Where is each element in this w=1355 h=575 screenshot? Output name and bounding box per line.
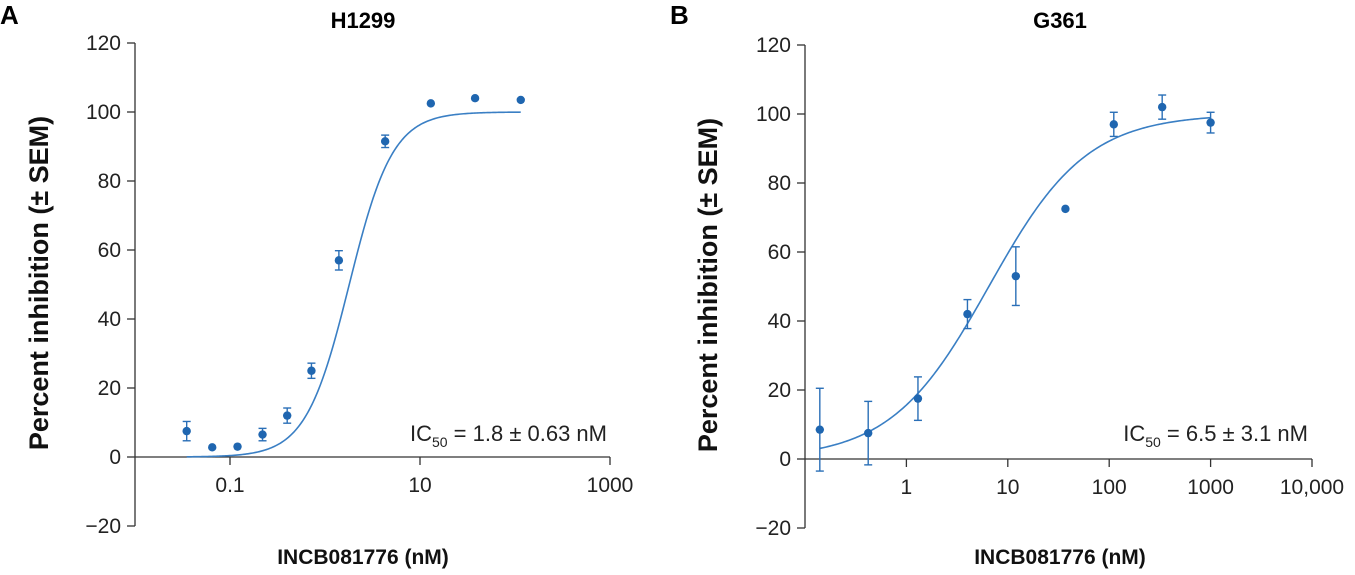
data-point bbox=[963, 309, 972, 319]
y-axis-title-b: Percent inhibition (± SEM) bbox=[693, 118, 723, 452]
ic50-subscript: 50 bbox=[432, 434, 448, 450]
panel-label-b: B bbox=[670, 0, 689, 30]
data-point bbox=[516, 95, 525, 105]
data-point bbox=[182, 426, 191, 436]
ic50-annotation-b: IC50 = 6.5 ± 3.1 nM bbox=[1123, 421, 1308, 450]
y-tick-label: 60 bbox=[768, 241, 791, 264]
data-point bbox=[1011, 271, 1021, 281]
y-tick-label: 20 bbox=[98, 377, 121, 400]
ic50-prefix: IC bbox=[410, 421, 432, 446]
data-point bbox=[913, 394, 923, 403]
y-tick-label: 0 bbox=[109, 446, 121, 469]
data-point bbox=[233, 442, 242, 451]
x-tick-label: 1 bbox=[901, 476, 913, 499]
data-point bbox=[426, 99, 436, 108]
y-tick-label: −20 bbox=[85, 515, 121, 538]
data-point bbox=[1109, 120, 1118, 129]
data-point bbox=[258, 430, 267, 439]
data-point bbox=[307, 366, 316, 375]
y-tick-label: 40 bbox=[98, 308, 121, 331]
y-tick-label: 60 bbox=[98, 239, 121, 262]
ic50-annotation-a: IC50 = 1.8 ± 0.63 nM bbox=[410, 421, 607, 450]
y-tick-label: 0 bbox=[779, 448, 791, 471]
y-tick-label: −20 bbox=[755, 517, 791, 540]
x-tick-label: 1000 bbox=[587, 474, 634, 497]
ic50-subscript: 50 bbox=[1145, 434, 1161, 450]
data-point bbox=[380, 137, 390, 146]
y-tick-label: 20 bbox=[768, 379, 791, 402]
y-tick-label: 100 bbox=[756, 103, 791, 126]
y-axis-title-a: Percent inhibition (± SEM) bbox=[24, 116, 54, 450]
x-tick-label: 0.1 bbox=[215, 474, 244, 497]
y-tick-label: 80 bbox=[768, 172, 791, 195]
y-tick-label: 80 bbox=[98, 170, 121, 193]
y-tick-label: 100 bbox=[86, 101, 121, 124]
data-point bbox=[470, 94, 480, 103]
data-point bbox=[863, 428, 873, 438]
data-point bbox=[815, 425, 825, 434]
fit-curve bbox=[186, 111, 521, 458]
ic50-prefix: IC bbox=[1123, 421, 1145, 446]
data-point bbox=[1206, 118, 1215, 127]
y-tick-label: 40 bbox=[768, 310, 791, 333]
x-tick-label: 10 bbox=[996, 476, 1019, 499]
ic50-value: = 6.5 ± 3.1 nM bbox=[1161, 421, 1308, 446]
data-point bbox=[282, 411, 292, 420]
x-tick-label: 10 bbox=[408, 474, 431, 497]
ic50-value: = 1.8 ± 0.63 nM bbox=[448, 421, 607, 446]
panel-label-a: A bbox=[0, 0, 19, 30]
data-point bbox=[334, 256, 344, 265]
fit-curve bbox=[819, 116, 1211, 450]
panel-b: B G361 Percent inhibition (± SEM) INCB08… bbox=[670, 0, 1344, 569]
x-tick-label: 100 bbox=[1092, 476, 1127, 499]
chart-title-h1299: H1299 bbox=[331, 8, 396, 33]
chart-title-g361: G361 bbox=[1033, 8, 1087, 33]
x-axis-title-a: INCB081776 (nM) bbox=[277, 546, 449, 569]
data-point bbox=[208, 443, 217, 452]
data-point bbox=[1061, 204, 1070, 214]
y-tick-label: 120 bbox=[756, 34, 791, 57]
panel-a: A H1299 Percent inhibition (± SEM) INCB0… bbox=[0, 0, 633, 569]
x-tick-label: 1000 bbox=[1187, 476, 1234, 499]
x-axis-title-b: INCB081776 (nM) bbox=[974, 546, 1146, 569]
x-tick-label: 10,000 bbox=[1280, 476, 1344, 499]
y-tick-label: 120 bbox=[86, 32, 121, 55]
data-point bbox=[1157, 102, 1167, 112]
